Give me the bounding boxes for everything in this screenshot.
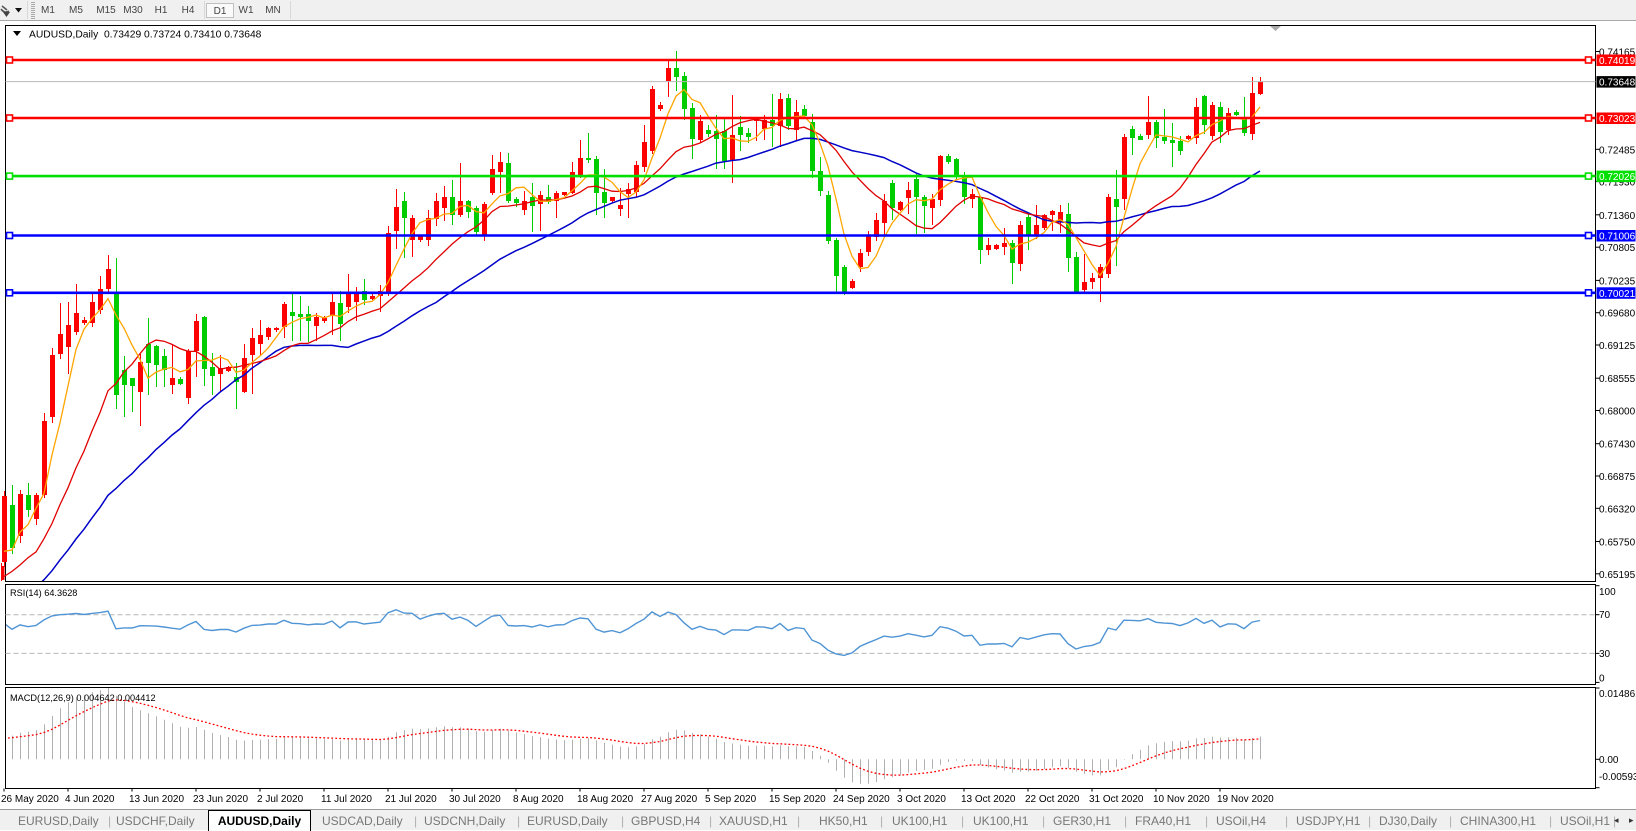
svg-text:13 Jun 2020: 13 Jun 2020 xyxy=(129,794,184,805)
svg-text:30: 30 xyxy=(1599,649,1611,660)
svg-text:0.69125: 0.69125 xyxy=(1599,341,1636,352)
svg-text:RSI(14) 64.3628: RSI(14) 64.3628 xyxy=(10,588,77,598)
svg-text:0.67430: 0.67430 xyxy=(1599,440,1636,451)
svg-text:31 Oct 2020: 31 Oct 2020 xyxy=(1089,794,1144,805)
svg-text:0: 0 xyxy=(1599,674,1605,685)
svg-text:0.68000: 0.68000 xyxy=(1599,407,1636,418)
svg-text:0.71006: 0.71006 xyxy=(1599,232,1636,243)
svg-text:30 Jul 2020: 30 Jul 2020 xyxy=(449,794,501,805)
svg-text:0.65195: 0.65195 xyxy=(1599,570,1636,581)
svg-text:0.74165: 0.74165 xyxy=(1599,48,1636,59)
svg-text:0.69680: 0.69680 xyxy=(1599,309,1636,320)
svg-text:0.72485: 0.72485 xyxy=(1599,145,1636,156)
svg-text:21 Jul 2020: 21 Jul 2020 xyxy=(385,794,437,805)
svg-text:0.65750: 0.65750 xyxy=(1599,538,1636,549)
svg-text:0.66875: 0.66875 xyxy=(1599,472,1636,483)
svg-text:70: 70 xyxy=(1599,610,1611,621)
svg-text:13 Oct 2020: 13 Oct 2020 xyxy=(961,794,1016,805)
svg-text:4 Jun 2020: 4 Jun 2020 xyxy=(65,794,115,805)
svg-text:0.72026: 0.72026 xyxy=(1599,172,1636,183)
svg-text:0.71360: 0.71360 xyxy=(1599,211,1636,222)
svg-text:0.71930: 0.71930 xyxy=(1599,178,1636,189)
svg-text:2 Jul 2020: 2 Jul 2020 xyxy=(257,794,304,805)
svg-text:MACD(12,26,9) 0.004642 0.00441: MACD(12,26,9) 0.004642 0.004412 xyxy=(10,693,156,703)
svg-text:0.68555: 0.68555 xyxy=(1599,374,1636,385)
svg-text:15 Sep 2020: 15 Sep 2020 xyxy=(769,794,826,805)
svg-text:0.74019: 0.74019 xyxy=(1599,56,1636,67)
svg-text:19 Nov 2020: 19 Nov 2020 xyxy=(1217,794,1274,805)
svg-text:3 Oct 2020: 3 Oct 2020 xyxy=(897,794,946,805)
svg-text:26 May 2020: 26 May 2020 xyxy=(1,794,59,805)
svg-text:-0.00593: -0.00593 xyxy=(1599,772,1636,783)
svg-text:24 Sep 2020: 24 Sep 2020 xyxy=(833,794,890,805)
svg-text:23 Jun 2020: 23 Jun 2020 xyxy=(193,794,248,805)
svg-text:18 Aug 2020: 18 Aug 2020 xyxy=(577,794,634,805)
svg-text:0.70021: 0.70021 xyxy=(1599,289,1636,300)
svg-text:0.73648: 0.73648 xyxy=(1599,78,1636,89)
svg-text:27 Aug 2020: 27 Aug 2020 xyxy=(641,794,698,805)
svg-text:0.73023: 0.73023 xyxy=(1599,114,1636,125)
svg-text:100: 100 xyxy=(1599,587,1616,598)
svg-text:0.00: 0.00 xyxy=(1599,755,1619,766)
svg-text:5 Sep 2020: 5 Sep 2020 xyxy=(705,794,757,805)
svg-text:8 Aug 2020: 8 Aug 2020 xyxy=(513,794,564,805)
svg-text:11 Jul 2020: 11 Jul 2020 xyxy=(321,794,372,805)
svg-text:0.014861: 0.014861 xyxy=(1599,689,1636,700)
svg-text:0.70235: 0.70235 xyxy=(1599,276,1636,287)
svg-text:AUDUSD,Daily 0.73429 0.73724: AUDUSD,Daily 0.73429 0.73724 0.73410 0.7… xyxy=(29,30,262,41)
svg-text:10 Nov 2020: 10 Nov 2020 xyxy=(1153,794,1210,805)
svg-text:0.70805: 0.70805 xyxy=(1599,243,1636,254)
svg-text:0.66320: 0.66320 xyxy=(1599,504,1636,515)
svg-text:22 Oct 2020: 22 Oct 2020 xyxy=(1025,794,1080,805)
